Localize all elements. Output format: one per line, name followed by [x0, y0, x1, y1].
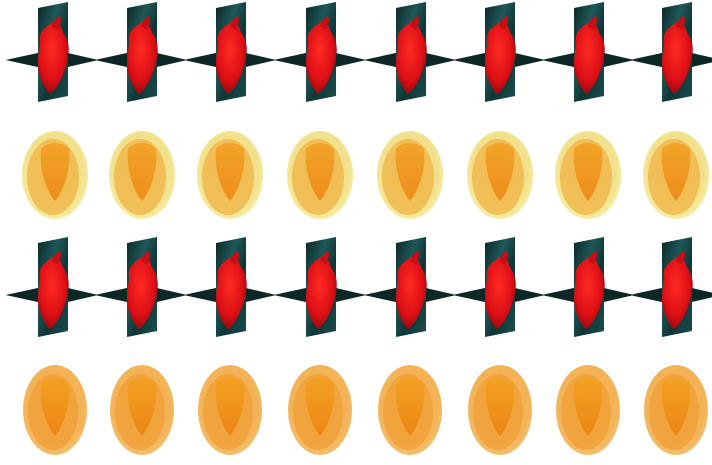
plane-heart-1-8 — [630, 2, 712, 102]
shell-4-2 — [110, 365, 174, 455]
row-3-planes — [6, 237, 712, 337]
shell-2-1 — [22, 131, 88, 219]
shell-4-1 — [23, 365, 87, 455]
shell-4-6 — [468, 365, 532, 455]
shell-2-8 — [643, 131, 709, 219]
row-4-shells — [23, 365, 708, 455]
row-2-shells — [22, 131, 709, 219]
plane-heart-1-7 — [542, 2, 634, 102]
row-1-planes — [6, 2, 712, 102]
shell-2-7 — [555, 131, 621, 219]
plane-heart-1-3 — [184, 2, 276, 102]
shell-2-5 — [377, 131, 443, 219]
plane-heart-3-3 — [184, 237, 276, 337]
plane-heart-3-2 — [95, 237, 187, 337]
shell-4-8 — [644, 365, 708, 455]
shell-2-4 — [287, 131, 353, 219]
plane-heart-3-5 — [364, 237, 456, 337]
shell-4-4 — [288, 365, 352, 455]
plane-heart-1-5 — [364, 2, 456, 102]
plane-heart-1-6 — [453, 2, 545, 102]
shell-4-7 — [556, 365, 620, 455]
plane-heart-3-1 — [6, 237, 98, 337]
shell-2-2 — [109, 131, 175, 219]
plane-heart-3-8 — [630, 237, 712, 337]
shell-4-5 — [378, 365, 442, 455]
shell-4-3 — [198, 365, 262, 455]
plane-heart-1-2 — [95, 2, 187, 102]
plane-heart-1-1 — [6, 2, 98, 102]
shell-2-6 — [467, 131, 533, 219]
plane-heart-3-7 — [542, 237, 634, 337]
plane-heart-3-4 — [274, 237, 366, 337]
shell-2-3 — [197, 131, 263, 219]
plane-heart-1-4 — [274, 2, 366, 102]
plane-heart-3-6 — [453, 237, 545, 337]
